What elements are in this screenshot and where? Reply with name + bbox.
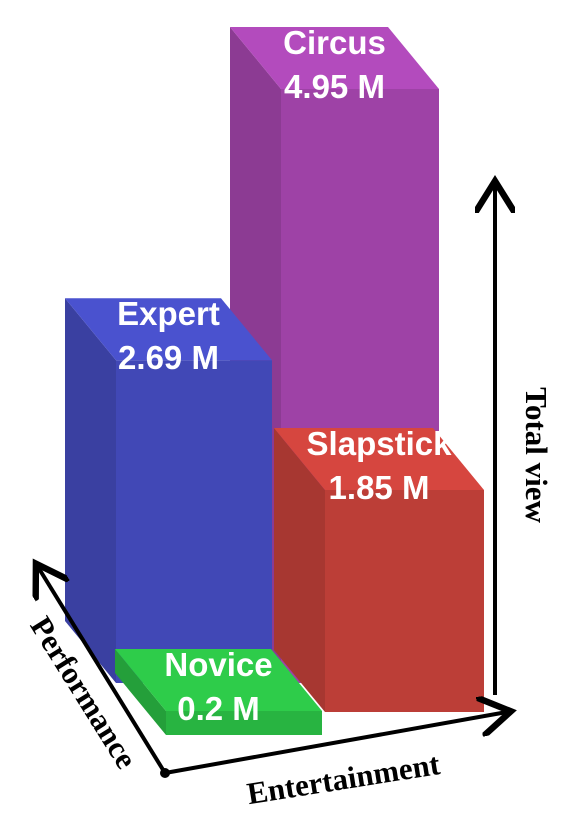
axis-origin xyxy=(160,768,170,778)
bar-expert: Expert 2.69 M xyxy=(65,295,272,683)
bar-side-face xyxy=(65,298,116,683)
bar-top-face xyxy=(274,428,484,490)
bar-front-face xyxy=(325,490,484,712)
bar-front-face xyxy=(166,711,322,735)
bar-name-label: Circus xyxy=(283,24,386,61)
bar-value-label: 2.69 M xyxy=(118,339,219,376)
bar-top-face xyxy=(115,649,322,711)
bars-layer: Circus 4.95 M Expert 2.69 M Slapstick 1.85 M N… xyxy=(65,24,484,735)
bar-name-label: Expert xyxy=(117,295,220,332)
bar-top-face xyxy=(65,298,272,361)
bar-value-label: 0.2 M xyxy=(177,690,260,727)
bar-name-label: Novice xyxy=(164,646,272,683)
total-view-axis-label: Total view xyxy=(519,387,554,523)
axis-performance xyxy=(38,567,167,775)
entertainment-axis-label: Entertainment xyxy=(245,746,443,811)
bar-value-label: 1.85 M xyxy=(329,469,430,506)
bar-top-face xyxy=(230,27,439,89)
bar-value-label: 4.95 M xyxy=(284,68,385,105)
axis-entertainment xyxy=(164,712,507,775)
bar-front-face xyxy=(116,360,272,683)
bar-slapstick: Slapstick 1.85 M xyxy=(274,425,484,712)
bar-side-face xyxy=(115,649,166,735)
bar-name-label: Slapstick xyxy=(307,425,453,462)
bar-novice: Novice 0.2 M xyxy=(115,646,322,735)
bar-side-face xyxy=(274,428,325,712)
